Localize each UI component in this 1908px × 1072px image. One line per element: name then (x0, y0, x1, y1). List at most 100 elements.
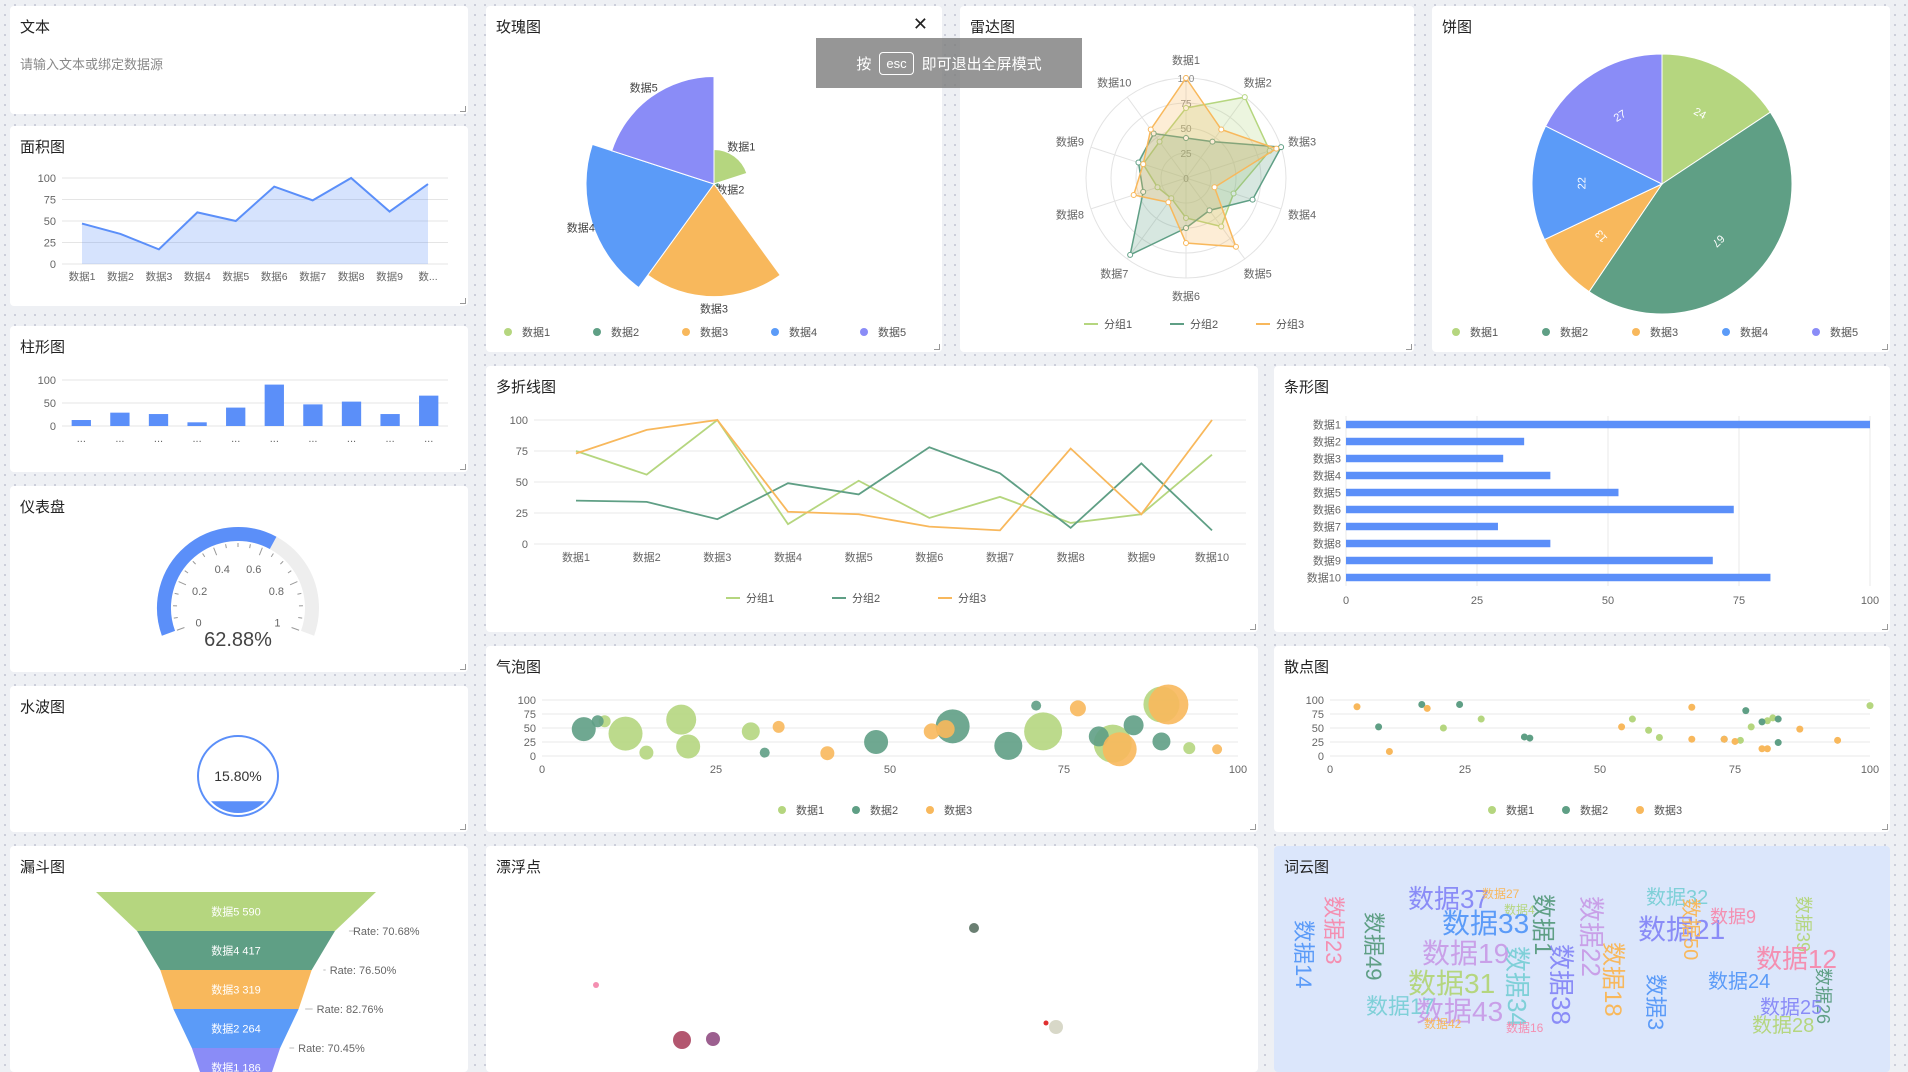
y-tick-label: 0 (1318, 751, 1324, 763)
y-tick-label: 50 (524, 723, 536, 735)
gauge-chart: 0 0.2 0.4 0.6 0.8 162.88% (157, 527, 319, 651)
resize-handle[interactable] (1882, 624, 1888, 630)
liquid-card[interactable]: 水波图 15.80% (10, 686, 468, 832)
area-chart-card[interactable]: 面积图 0 25 50 75 100 数据1 数据2 数据3 数据4 数据5 数据6 数据7 数据8 数据… (10, 126, 468, 306)
funnel-stage-label: 数据4 417 (211, 944, 261, 958)
float-card-title: 漂浮点 (496, 859, 542, 876)
bubble (1102, 732, 1137, 767)
wordcloud-card[interactable]: 词云图 数据37 数据27 数据23 数据4 数据33 数据1 数据22 数据32 数据21 数据… (1274, 846, 1890, 1072)
x-tick-label: ... (270, 433, 279, 445)
rose-slice (611, 75, 715, 185)
multiline-chart-card[interactable]: 多折线图 0 25 50 75 100 数据1 数据2 数据3 数据4 数据5 数据6 数据7 数据8 数… (486, 366, 1258, 632)
legend-label: 分组2 (852, 591, 880, 605)
x-tick-label: 75 (1729, 764, 1741, 776)
legend-label: 数据3 (1654, 803, 1682, 817)
gauge-tick (287, 570, 292, 574)
x-tick-label: 数据7 (986, 550, 1014, 564)
column-bar (303, 404, 323, 426)
legend-marker (1488, 806, 1496, 814)
scatter-point (1456, 700, 1464, 708)
pie-slice-label: 22 (1576, 177, 1588, 189)
wordcloud-word: 数据4 (1504, 903, 1535, 917)
resize-handle[interactable] (1882, 344, 1888, 350)
legend-label: 分组1 (1104, 317, 1132, 331)
funnel-rate-label: Rate: 70.45% (298, 1043, 365, 1055)
bubble (1183, 742, 1196, 755)
close-icon[interactable]: ✕ (912, 14, 928, 34)
legend-label: 数据1 (796, 803, 824, 817)
text-card[interactable]: 文本 请输入文本或绑定数据源 (10, 6, 468, 114)
text-placeholder[interactable]: 请输入文本或绑定数据源 (20, 57, 164, 72)
legend-label: 数据2 (1580, 803, 1608, 817)
rose-chart: 数据1 数据2 数据3 数据4 数据5 数据1 数据2 数据3 数据4 数据5 (504, 75, 906, 339)
float-card[interactable]: 漂浮点 (486, 846, 1258, 1072)
legend-marker (860, 328, 868, 336)
wordcloud-word: 数据9 (1710, 907, 1757, 927)
scatter-point (1720, 735, 1728, 743)
float-point (706, 1032, 720, 1046)
pie-slice-label: 27 (1612, 108, 1629, 125)
legend-marker (1632, 328, 1640, 336)
gauge-tick (291, 627, 300, 631)
line-series (575, 419, 1213, 532)
resize-handle[interactable] (460, 824, 466, 830)
resize-handle[interactable] (460, 464, 466, 470)
resize-handle[interactable] (460, 664, 466, 670)
hint-message: 即可退出全屏模式 (921, 55, 1042, 73)
x-tick-label: 数据3 (703, 550, 731, 564)
resize-handle[interactable] (1406, 344, 1412, 350)
scatter-point (1736, 736, 1744, 744)
hbar-chart: 0 25 50 75 100 数据1 数据2 数据3 数据4 数据5 数据6 数据7 数据8 数据9 数据1… (1307, 416, 1879, 607)
wordcloud-word: 数据33 (1442, 908, 1530, 939)
x-tick-label: 75 (1058, 764, 1070, 776)
funnel-stage-label: 数据1 186 (211, 1061, 261, 1072)
resize-handle[interactable] (460, 298, 466, 304)
scatter-point (1763, 745, 1771, 753)
scatter-chart-card[interactable]: 散点图 0 25 50 75 100 0 25 50 75 100 数据1 数据2 数据3 (1274, 646, 1890, 832)
gauge-card[interactable]: 仪表盘 0 0.2 0.4 0.6 0.8 1 62.88% (10, 486, 468, 672)
resize-handle[interactable] (1250, 824, 1256, 830)
legend-label: 分组1 (746, 591, 774, 605)
scatter-point (1774, 739, 1782, 747)
wordcloud-word: 数据38 (1546, 944, 1576, 1025)
y-tick-label: 50 (44, 398, 56, 410)
hbar-chart-card[interactable]: 条形图 0 25 50 75 100 数据1 数据2 数据3 数据4 数据5 数据6 数据7 数据8 数据… (1274, 366, 1890, 632)
resize-handle[interactable] (934, 344, 940, 350)
scatter-point (1628, 715, 1636, 723)
x-tick-label: 数据6 (261, 270, 288, 283)
resize-handle[interactable] (460, 106, 466, 112)
area-chart: 0 25 50 75 100 数据1 数据2 数据3 数据4 数据5 数据6 数据7 数据8 数据9 数..… (38, 173, 448, 283)
scatter-point (1385, 748, 1393, 756)
legend-label: 数据2 (870, 803, 898, 817)
radar-point (1278, 144, 1285, 151)
resize-handle[interactable] (1882, 824, 1888, 830)
float-points (593, 923, 1063, 1049)
y-tick-label: 数据5 (1313, 486, 1341, 500)
x-tick-label: 数据9 (376, 270, 403, 283)
hbar-bar (1346, 522, 1498, 531)
y-tick-label: 数据6 (1313, 503, 1341, 517)
liquid-value-label: 15.80% (214, 768, 261, 784)
scatter-point (1655, 734, 1663, 742)
wordcloud-word: 数据31 (1408, 968, 1496, 999)
x-tick-label: 50 (1594, 764, 1606, 776)
rose-slice (647, 183, 781, 298)
legend-label: 数据4 (789, 325, 817, 339)
radar-axis (1185, 146, 1282, 179)
x-tick-label: 数据10 (1195, 550, 1229, 564)
bubble-chart-card[interactable]: 气泡图 0 25 50 75 100 0 25 50 75 100 数据1 数据2 数据3 (486, 646, 1258, 832)
column-chart-card[interactable]: 柱形图 0 50 100.............................. (10, 326, 468, 472)
funnel-card[interactable]: 漏斗图 数据5 590 Rate: 70.68% 数据4 417 Rate: 76.5… (10, 846, 468, 1072)
x-tick-label: 数据4 (184, 270, 211, 283)
wordcloud-word: 数据25 (1760, 997, 1823, 1019)
y-tick-label: 0 (50, 421, 56, 433)
x-tick-label: ... (154, 433, 163, 445)
rose-slice-label: 数据3 (700, 302, 728, 316)
y-tick-label: 数据3 (1313, 452, 1341, 466)
column-bar (264, 384, 284, 426)
y-tick-label: 25 (44, 238, 56, 250)
area-line (81, 176, 429, 251)
bubble (666, 704, 697, 735)
resize-handle[interactable] (1250, 624, 1256, 630)
pie-chart-card[interactable]: 饼图 24 67 13 22 27 数据1 数据2 数据3 数据4 数据5 (1432, 6, 1890, 352)
